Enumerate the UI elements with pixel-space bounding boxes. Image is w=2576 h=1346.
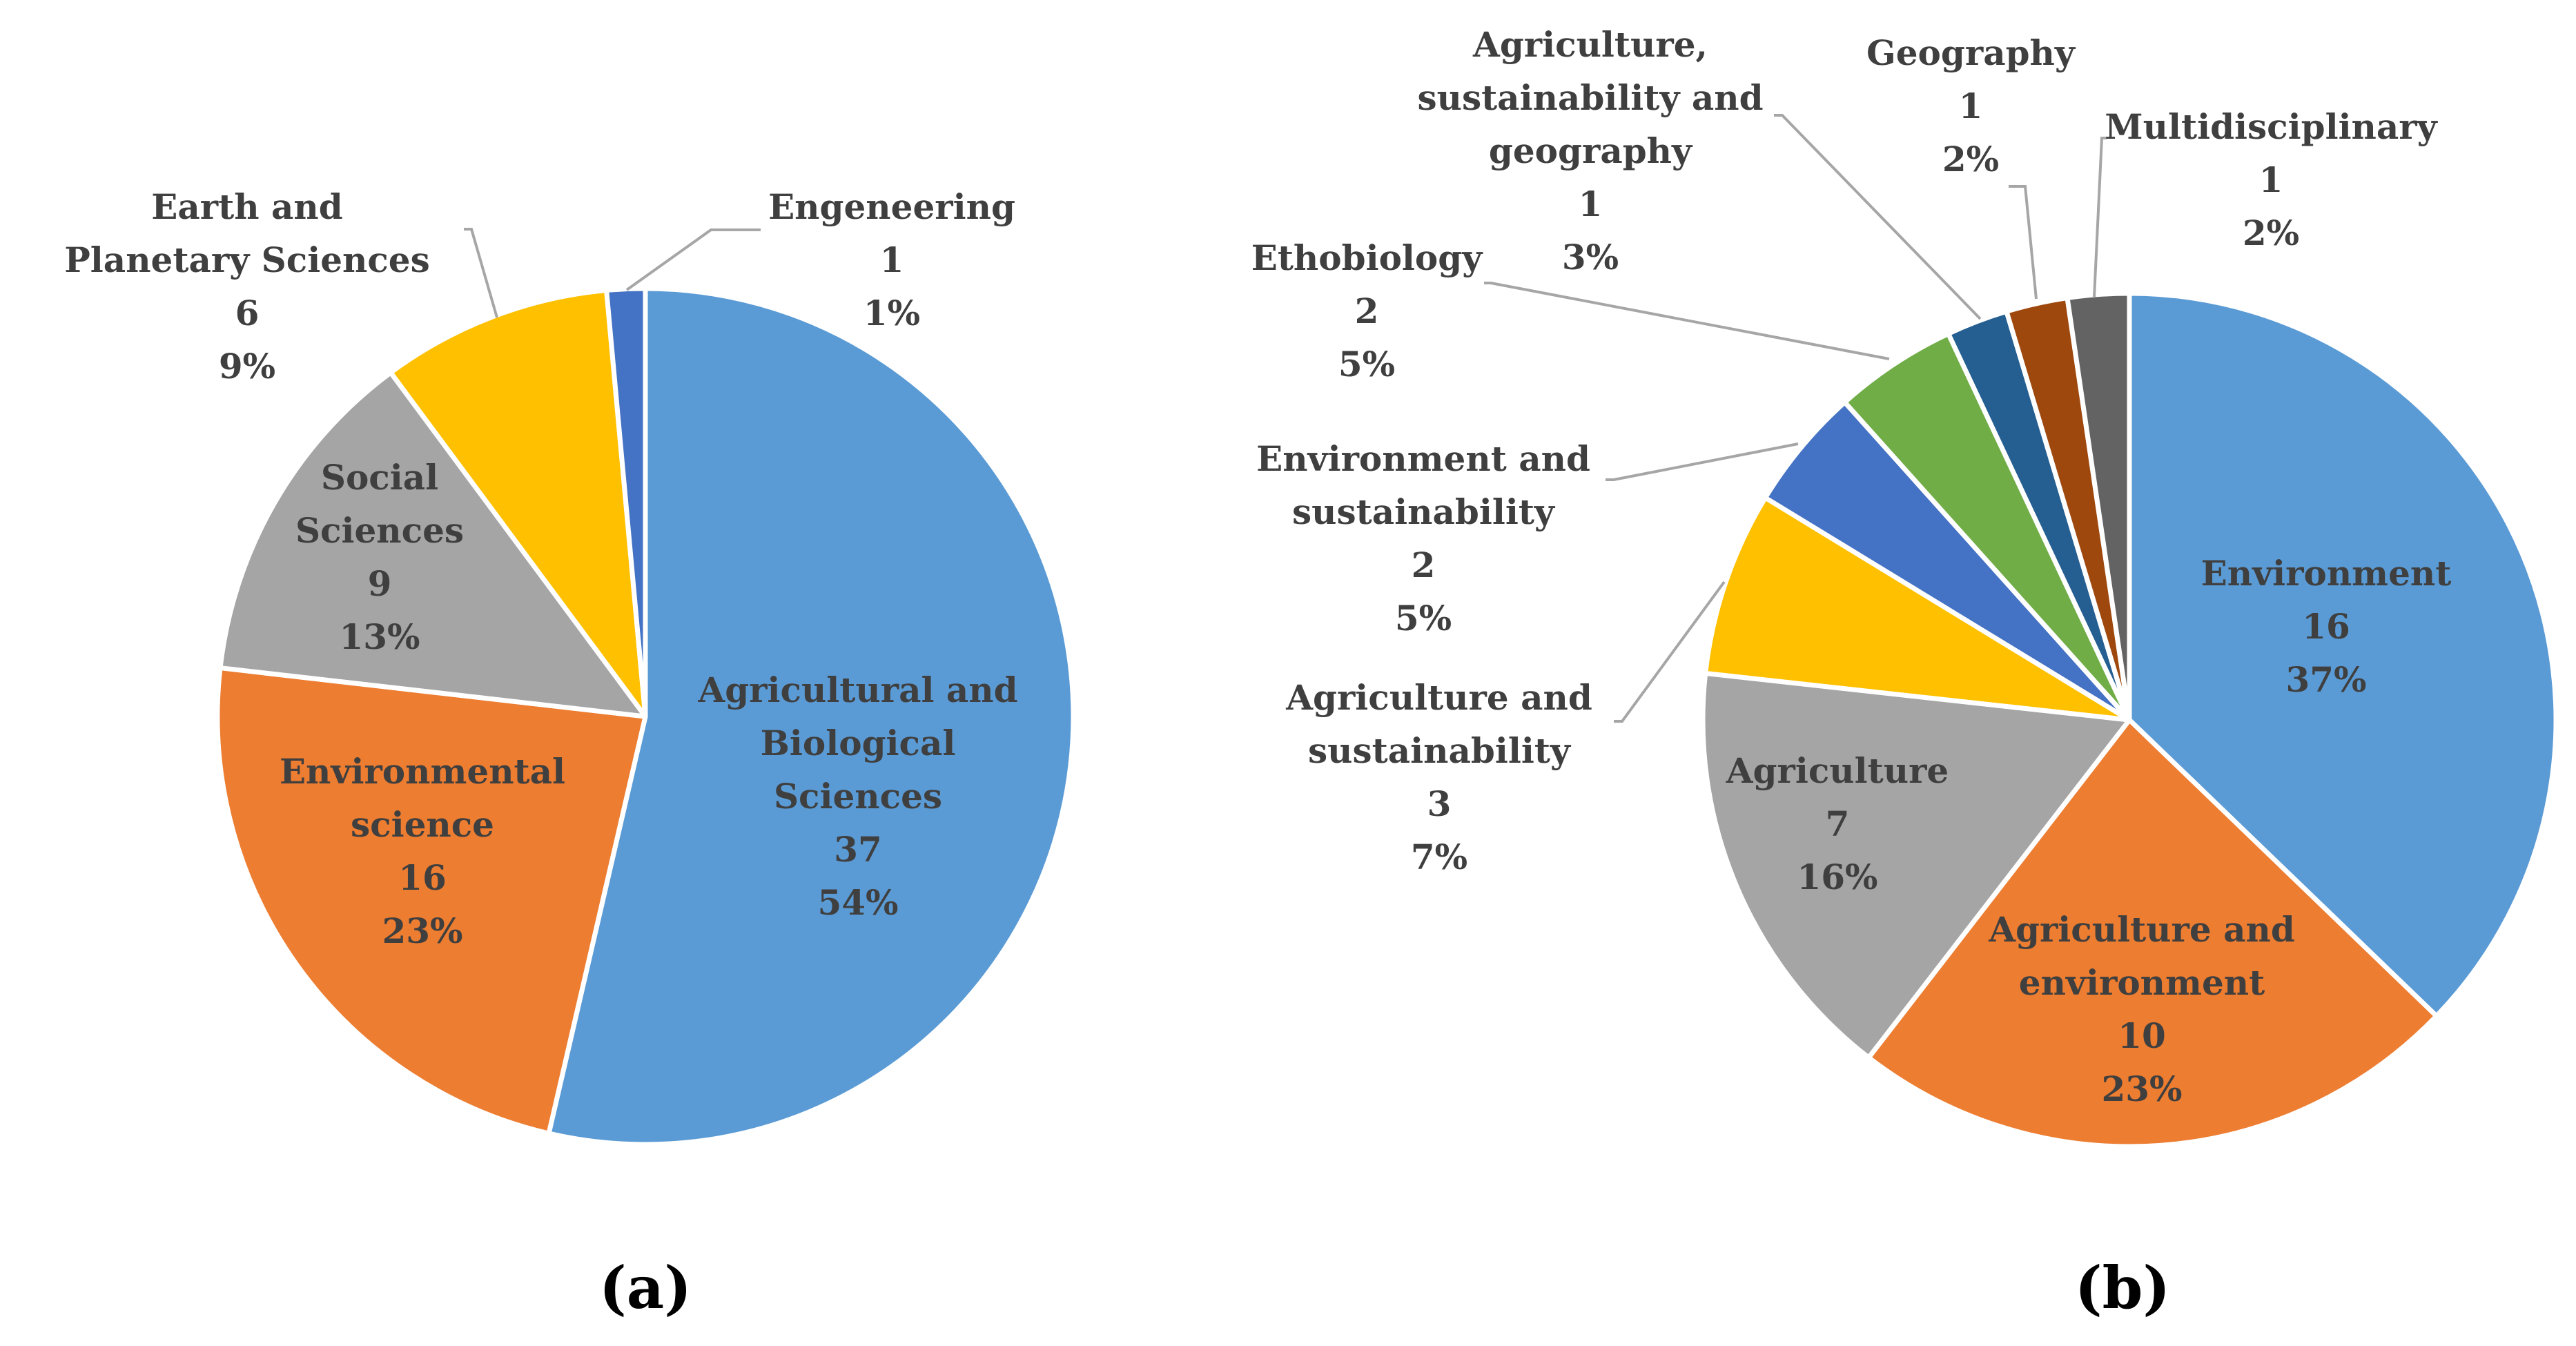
data-label-line: 37 bbox=[834, 829, 882, 870]
data-label-line: 23% bbox=[382, 910, 462, 951]
data-label-line: Biological bbox=[761, 723, 956, 763]
data-label: Ethobiology 2 5% bbox=[1251, 237, 1484, 384]
pie-slice-engeneering bbox=[604, 286, 648, 719]
data-label-line: sustainability bbox=[1308, 730, 1572, 771]
data-label: Agriculture 7 16% bbox=[1726, 750, 1949, 897]
data-label-line: geography bbox=[1489, 130, 1693, 171]
data-label-line: Environment and bbox=[1256, 438, 1590, 479]
data-label-line: Ethobiology bbox=[1251, 237, 1484, 278]
leader-line bbox=[2093, 137, 2107, 298]
pie-slice-earth-and-planetary-sciences bbox=[388, 288, 648, 719]
data-label-line: 9% bbox=[219, 346, 275, 387]
leader-line bbox=[625, 228, 761, 291]
data-label-line: 7% bbox=[1411, 837, 1467, 877]
leader-line bbox=[1774, 114, 1982, 320]
data-label-line: 1% bbox=[863, 293, 920, 333]
data-label-line: Environment bbox=[2201, 553, 2452, 594]
pie-slice-agriculture-and-sustainability bbox=[1703, 495, 2132, 723]
data-label-line: 37% bbox=[2285, 659, 2366, 700]
data-label: Earth and Planetary Sciences 6 9% bbox=[64, 186, 430, 387]
data-label: Engeneering 1 1% bbox=[768, 186, 1015, 333]
data-label-line: Multidisciplinary bbox=[2105, 106, 2438, 147]
data-label-line: environment bbox=[2019, 962, 2265, 1003]
data-label-line: 2 bbox=[1355, 291, 1379, 331]
data-label-line: 54% bbox=[817, 882, 898, 923]
pie-chart-a: Agricultural and Biological Sciences 37 54% E… bbox=[64, 186, 1076, 1322]
data-label-line: 3% bbox=[1562, 237, 1619, 277]
data-label: Agricultural and Biological Sciences 37 54% bbox=[697, 670, 1017, 923]
data-label-line: 9 bbox=[368, 563, 392, 604]
pie-slice-agricultural-and-biological-sciences bbox=[546, 286, 1076, 1147]
data-label-line: Engeneering bbox=[768, 186, 1015, 227]
data-label: Environment 16 37% bbox=[2201, 553, 2452, 700]
data-label-line: Sciences bbox=[774, 776, 942, 817]
pie-slice-social-sciences bbox=[217, 370, 648, 719]
data-label-line: 2% bbox=[2243, 213, 2299, 253]
data-label: Environment and sustainability 2 5% bbox=[1256, 438, 1590, 638]
data-label-line: Agriculture, bbox=[1472, 24, 1708, 65]
data-label-line: 2 bbox=[1412, 545, 1436, 585]
data-label-line: 10 bbox=[2118, 1015, 2166, 1056]
data-label-line: Agriculture bbox=[1726, 750, 1949, 791]
leader-line bbox=[1614, 581, 1726, 723]
data-label-line: 1 bbox=[1959, 86, 1983, 126]
data-label-line: Geography bbox=[1866, 32, 2076, 73]
data-label-line: 1 bbox=[880, 240, 904, 280]
data-label: Agriculture, sustainability and geography 1… bbox=[1417, 24, 1763, 277]
data-label-line: 5% bbox=[1338, 344, 1395, 384]
data-label: Agriculture and environment 10 23% bbox=[1988, 909, 2295, 1109]
data-label-line: Environmental bbox=[280, 751, 565, 792]
pie-slice-agriculture bbox=[1700, 670, 2132, 1060]
pie-chart-b: Environment 16 37%Agriculture and environme… bbox=[1251, 24, 2559, 1322]
data-label-line: 7 bbox=[1826, 803, 1850, 844]
chart-caption: (b) bbox=[2075, 1254, 2170, 1322]
pie-slice-multidisciplinary bbox=[2065, 291, 2132, 723]
chart-caption: (a) bbox=[599, 1254, 692, 1322]
data-label-line: Earth and bbox=[151, 186, 342, 227]
data-label-line: 23% bbox=[2101, 1069, 2182, 1109]
data-label-line: 5% bbox=[1395, 598, 1452, 638]
data-label-line: Social bbox=[321, 457, 438, 498]
pie-slice-environment bbox=[2127, 291, 2559, 1019]
data-label-line: sustainability and bbox=[1417, 77, 1763, 118]
leader-line bbox=[2009, 185, 2038, 300]
data-label-line: Agricultural and bbox=[697, 670, 1017, 710]
data-label-line: Planetary Sciences bbox=[64, 240, 430, 280]
data-label-line: 1 bbox=[1579, 184, 1603, 224]
data-label-line: 1 bbox=[2259, 159, 2283, 200]
data-label: Agriculture and sustainability 3 7% bbox=[1285, 677, 1592, 877]
data-label-line: 16% bbox=[1797, 857, 1877, 897]
data-label-line: 13% bbox=[339, 616, 420, 657]
data-label: Geography 1 2% bbox=[1866, 32, 2076, 179]
data-label-line: sustainability bbox=[1292, 491, 1556, 532]
data-label-line: 16 bbox=[2302, 606, 2350, 647]
leader-line bbox=[464, 228, 498, 318]
data-label-line: Agriculture and bbox=[1285, 677, 1592, 718]
data-label: Multidisciplinary 1 2% bbox=[2105, 106, 2438, 253]
data-label-line: Agriculture and bbox=[1988, 909, 2295, 950]
data-label-line: Sciences bbox=[295, 510, 464, 551]
data-label-line: science bbox=[351, 804, 494, 845]
pie-slice-agriculture-and-environment bbox=[1866, 717, 2439, 1149]
pie-slice-environmental-science bbox=[215, 665, 648, 1136]
data-label-line: 6 bbox=[235, 293, 260, 333]
leader-line bbox=[1606, 442, 1799, 481]
leader-line bbox=[1484, 282, 1890, 360]
data-label-line: 2% bbox=[1942, 139, 1999, 179]
data-label: Social Sciences 9 13% bbox=[295, 457, 464, 657]
data-label-line: 16 bbox=[398, 857, 447, 898]
data-label: Environmental science 16 23% bbox=[280, 751, 565, 951]
data-label-line: 3 bbox=[1427, 783, 1452, 824]
